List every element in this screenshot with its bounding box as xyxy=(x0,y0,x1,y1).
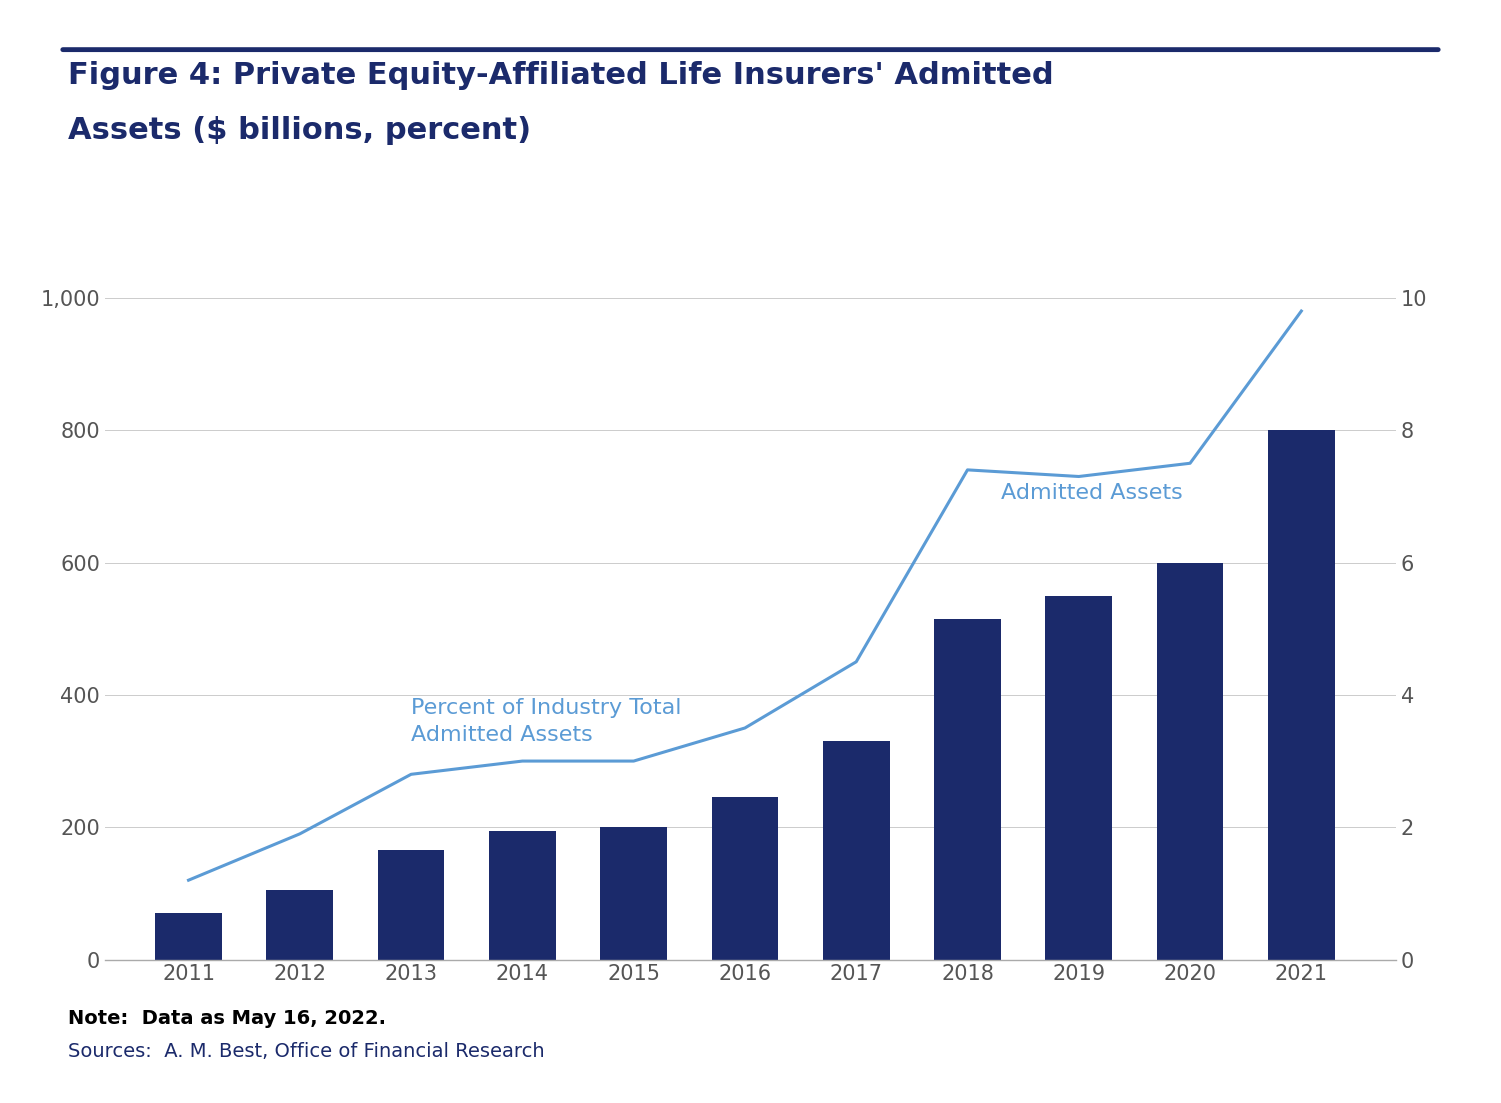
Bar xyxy=(267,890,333,960)
Text: Admitted Assets: Admitted Assets xyxy=(1001,483,1183,503)
Bar xyxy=(378,850,444,960)
Bar xyxy=(823,741,890,960)
Bar xyxy=(1157,563,1223,960)
Bar xyxy=(155,913,222,960)
Text: Sources:  A. M. Best, Office of Financial Research: Sources: A. M. Best, Office of Financial… xyxy=(68,1042,545,1061)
Bar xyxy=(489,831,555,960)
Text: Figure 4: Private Equity-Affiliated Life Insurers' Admitted: Figure 4: Private Equity-Affiliated Life… xyxy=(68,61,1054,89)
Text: Note:  Data as May 16, 2022.: Note: Data as May 16, 2022. xyxy=(68,1009,386,1028)
Text: Assets ($ billions, percent): Assets ($ billions, percent) xyxy=(68,116,531,144)
Bar xyxy=(1045,596,1112,960)
Bar xyxy=(1268,430,1334,960)
Bar xyxy=(711,797,779,960)
Text: Percent of Industry Total
Admitted Assets: Percent of Industry Total Admitted Asset… xyxy=(411,698,681,745)
Bar xyxy=(600,827,666,960)
Bar xyxy=(934,619,1001,960)
